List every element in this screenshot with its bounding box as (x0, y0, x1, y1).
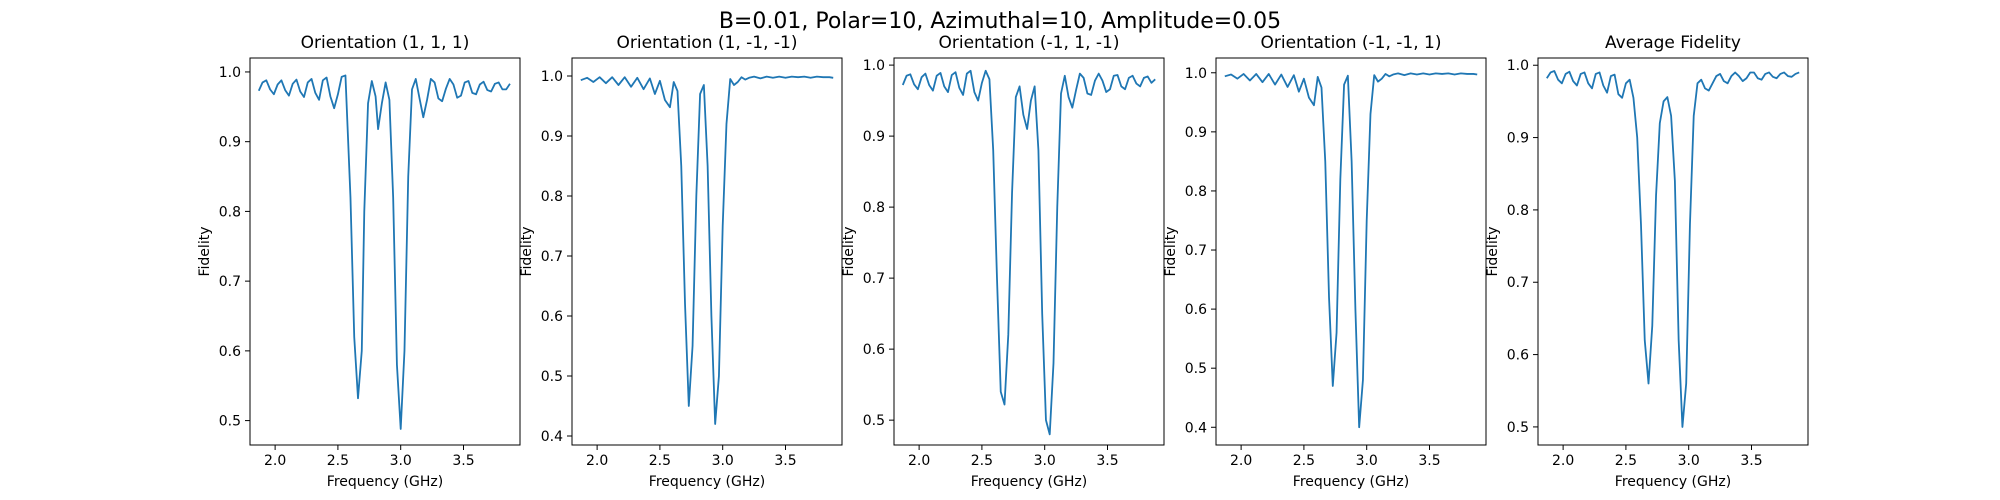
subplot-title: Average Fidelity (1605, 33, 1741, 53)
subplot-4: Orientation (-1, -1, 1) 2.0 2.5 3.0 3.5 0.4 0.… (1163, 33, 1487, 490)
fidelity-line-series-1 (1224, 72, 1478, 429)
x-tick-label: 3.0 (390, 453, 412, 469)
y-tick-label: 0.6 (863, 342, 885, 358)
x-tick-label: 2.5 (1615, 453, 1637, 469)
y-axis-label: Fidelity (841, 227, 857, 277)
subplot-title: Orientation (-1, 1, -1) (939, 33, 1120, 53)
y-tick-label: 0.8 (541, 189, 563, 205)
y-tick-label: 1.0 (541, 69, 563, 85)
x-tick-label: 3.5 (452, 453, 474, 469)
y-tick-label: 0.9 (1507, 131, 1529, 147)
y-tick-label: 0.6 (541, 309, 563, 325)
y-tick-label: 0.9 (219, 135, 241, 151)
x-tick-label: 2.0 (908, 453, 930, 469)
y-tick-label: 0.7 (1507, 275, 1529, 291)
y-tick-label: 1.0 (219, 65, 241, 81)
x-tick-label: 2.5 (1293, 453, 1315, 469)
subplot-5: Average Fidelity 2.0 2.5 3.0 3.5 0.5 0.6 0.7 0.8… (1485, 33, 1809, 490)
subplot-1: Orientation (1, 1, 1) 2.0 2.5 3.0 3.5 0.5 0.6 0… (197, 33, 521, 490)
x-axis-label: Frequency (GHz) (1293, 474, 1409, 490)
x-tick-label: 2.5 (971, 453, 993, 469)
y-tick-label: 0.4 (541, 429, 563, 445)
subplot-title: Orientation (-1, -1, 1) (1261, 33, 1442, 53)
y-tick-label: 0.6 (219, 344, 241, 360)
y-tick-label: 0.4 (1185, 420, 1207, 436)
y-tick-label: 0.7 (1185, 243, 1207, 259)
y-tick-label: 0.8 (1507, 203, 1529, 219)
axes-frame (1215, 57, 1487, 446)
x-tick-label: 3.0 (1034, 453, 1056, 469)
y-axis-label: Fidelity (197, 227, 213, 277)
x-tick-label: 3.5 (774, 453, 796, 469)
y-tick-label: 0.8 (863, 200, 885, 216)
subplot-3: Orientation (-1, 1, -1) 2.0 2.5 3.0 3.5 0.5 0.… (841, 33, 1165, 490)
y-tick-label: 0.6 (1185, 302, 1207, 318)
x-tick-label: 3.5 (1740, 453, 1762, 469)
y-tick-label: 0.8 (1185, 184, 1207, 200)
y-tick-label: 0.9 (863, 129, 885, 145)
x-axis-label: Frequency (GHz) (649, 474, 765, 490)
y-tick-label: 0.6 (1507, 348, 1529, 364)
y-axis-label: Fidelity (1485, 227, 1501, 277)
axes-frame (571, 57, 843, 446)
axes-frame (1537, 57, 1809, 446)
x-tick-label: 3.5 (1418, 453, 1440, 469)
y-tick-label: 0.5 (219, 414, 241, 430)
axes-frame (893, 57, 1165, 446)
fidelity-line-series-1 (257, 74, 511, 430)
y-tick-label: 0.9 (541, 129, 563, 145)
y-tick-label: 0.5 (541, 369, 563, 385)
y-tick-label: 1.0 (1185, 66, 1207, 82)
y-tick-label: 0.9 (1185, 125, 1207, 141)
figure-suptitle: B=0.01, Polar=10, Azimuthal=10, Amplitud… (719, 9, 1281, 34)
y-tick-label: 0.5 (863, 413, 885, 429)
axes-frame (249, 57, 521, 446)
x-tick-label: 2.5 (327, 453, 349, 469)
y-tick-label: 0.5 (1507, 420, 1529, 436)
fidelity-line-series-1 (1546, 70, 1800, 428)
x-tick-label: 2.0 (1552, 453, 1574, 469)
x-axis-label: Frequency (GHz) (1615, 474, 1731, 490)
fidelity-line-series-1 (580, 75, 834, 425)
y-tick-label: 0.7 (219, 274, 241, 290)
x-tick-label: 2.0 (1230, 453, 1252, 469)
x-tick-label: 3.0 (712, 453, 734, 469)
y-tick-label: 0.8 (219, 204, 241, 220)
y-axis-label: Fidelity (519, 227, 535, 277)
y-tick-label: 1.0 (1507, 58, 1529, 74)
x-tick-label: 2.5 (649, 453, 671, 469)
y-tick-label: 0.7 (541, 249, 563, 265)
subplots-group: Orientation (1, 1, 1) 2.0 2.5 3.0 3.5 0.5 0.6 0… (197, 33, 1809, 490)
y-axis-label: Fidelity (1163, 227, 1179, 277)
subplot-title: Orientation (1, -1, -1) (617, 33, 798, 53)
subplot-2: Orientation (1, -1, -1) 2.0 2.5 3.0 3.5 0.4 0.… (519, 33, 843, 490)
x-tick-label: 2.0 (586, 453, 608, 469)
subplot-title: Orientation (1, 1, 1) (301, 33, 470, 53)
x-tick-label: 2.0 (264, 453, 286, 469)
x-tick-label: 3.5 (1096, 453, 1118, 469)
y-tick-label: 0.7 (863, 271, 885, 287)
x-tick-label: 3.0 (1356, 453, 1378, 469)
y-tick-label: 1.0 (863, 58, 885, 74)
fidelity-line-series-1 (901, 69, 1156, 436)
x-axis-label: Frequency (GHz) (327, 474, 443, 490)
x-axis-label: Frequency (GHz) (971, 474, 1087, 490)
y-tick-label: 0.5 (1185, 361, 1207, 377)
x-tick-label: 3.0 (1678, 453, 1700, 469)
